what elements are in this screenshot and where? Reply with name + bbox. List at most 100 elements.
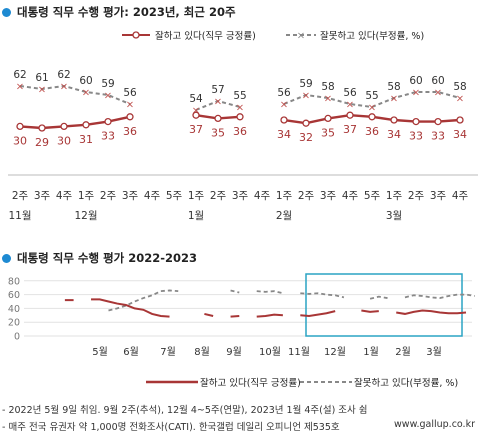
month-label: 2월 <box>276 210 292 222</box>
negative-value-label: 56 <box>277 87 291 99</box>
positive-line-segment <box>230 314 240 318</box>
positive-value-label: 31 <box>79 133 93 146</box>
positive-value-label: 35 <box>321 126 335 139</box>
negative-value-label: 59 <box>299 78 312 90</box>
positive-value-label: 32 <box>299 131 313 144</box>
negative-value-label: 58 <box>387 81 400 93</box>
negative-point: × <box>60 82 68 93</box>
x-tick-label: 4주 <box>452 190 469 202</box>
negative-point: × <box>192 106 200 117</box>
negative-point: × <box>16 82 24 93</box>
negative-line-segment <box>230 289 240 294</box>
chart2-title: 대통령 직무 수행 평가 2022-2023 <box>2 250 197 266</box>
positive-value-label: 30 <box>57 134 71 147</box>
negative-value-label: 62 <box>57 69 70 81</box>
positive-value-label: 35 <box>211 126 225 139</box>
positive-point <box>346 111 354 119</box>
positive-line-segment <box>204 312 214 317</box>
positive-value-label: 34 <box>453 128 467 141</box>
x-tick-label: 4주 <box>254 190 271 202</box>
negative-point: × <box>82 88 90 99</box>
negative-value-label: 60 <box>431 75 444 87</box>
positive-line-segment <box>396 309 467 315</box>
negative-value-label: 62 <box>13 69 26 81</box>
negative-point: × <box>434 88 442 99</box>
positive-point <box>280 116 288 124</box>
negative-point: × <box>456 94 464 105</box>
gallup-credit: www.gallup.co.kr <box>394 419 475 430</box>
positive-value-label: 36 <box>233 125 247 138</box>
positive-value-label: 33 <box>431 130 445 143</box>
positive-point <box>126 113 134 121</box>
positive-point <box>60 122 68 131</box>
x-tick-label: 3주 <box>122 190 139 202</box>
bullet-dot-icon <box>2 253 11 263</box>
negative-point: × <box>236 103 244 114</box>
footnote-2: - 매주 전국 유권자 약 1,000명 전화조사(CATI). 한국갤럽 데일… <box>2 422 340 433</box>
month-label: 12월 <box>324 346 346 358</box>
month-label: 3월 <box>386 210 402 222</box>
positive-point <box>16 122 24 131</box>
x-tick-label: 3주 <box>34 190 51 202</box>
positive-line-segment <box>19 115 131 130</box>
negative-value-label: 60 <box>409 75 422 87</box>
positive-point <box>390 116 398 124</box>
x-tick-label: 5주 <box>364 190 381 202</box>
negative-value-label: 58 <box>453 81 466 93</box>
chart1-title-text: 대통령 직무 수행 평가: 2023년, 최근 20주 <box>17 5 236 19</box>
negative-point: × <box>324 94 332 105</box>
positive-point <box>192 111 200 119</box>
negative-point: × <box>368 103 376 114</box>
x-tick-label: 2주 <box>210 190 227 202</box>
negative-value-label: 54 <box>189 93 203 105</box>
negative-point: × <box>346 100 354 111</box>
negative-point: × <box>412 88 420 99</box>
positive-point <box>82 121 90 129</box>
positive-value-label: 30 <box>13 134 27 147</box>
positive-line-segment <box>91 298 170 318</box>
month-label: 5월 <box>92 346 108 358</box>
x-tick-label: 2주 <box>408 190 425 202</box>
negative-point: × <box>38 85 46 96</box>
month-label: 6월 <box>123 346 139 358</box>
x-tick-label: 1주 <box>386 190 403 202</box>
negative-line-segment <box>369 295 388 300</box>
chart1-title: 대통령 직무 수행 평가: 2023년, 최근 20주 <box>2 4 236 20</box>
month-label: 1월 <box>363 346 379 358</box>
legend-negative-label: 잘못하고 있다(부정률, %) <box>320 30 424 42</box>
x-tick-label: 3주 <box>430 190 447 202</box>
x-tick-label: 4주 <box>342 190 359 202</box>
positive-line-segment <box>256 313 283 318</box>
negative-value-label: 55 <box>365 90 378 102</box>
negative-value-label: 56 <box>123 87 137 99</box>
legend-positive-marker <box>132 31 140 39</box>
x-tick-label: 4주 <box>144 190 161 202</box>
positive-value-label: 34 <box>387 128 401 141</box>
x-tick-label: 5주 <box>166 190 183 202</box>
y-tick-label: 80 <box>8 276 20 287</box>
positive-value-label: 33 <box>101 130 115 143</box>
positive-point <box>38 124 46 132</box>
x-tick-label: 1주 <box>276 190 293 202</box>
positive-value-label: 36 <box>365 125 379 138</box>
negative-line-segment <box>108 289 179 312</box>
month-label: 11월 <box>8 210 31 222</box>
x-tick-label: 2주 <box>100 190 117 202</box>
negative-point: × <box>302 91 310 102</box>
x-tick-label: 4주 <box>56 190 73 202</box>
highlight-box <box>305 273 463 337</box>
month-label: 11월 <box>288 346 310 358</box>
negative-line-segment <box>256 290 284 295</box>
legend-positive-label: 잘하고 있다(직무 긍정률) <box>155 30 256 42</box>
positive-line-segment <box>300 310 336 317</box>
positive-value-label: 36 <box>123 125 137 138</box>
y-tick-label: 40 <box>8 304 20 315</box>
positive-point <box>324 114 332 123</box>
y-tick-label: 0 <box>14 332 20 343</box>
negative-value-label: 55 <box>233 90 246 102</box>
negative-value-label: 57 <box>211 84 224 96</box>
month-label: 2월 <box>395 346 411 358</box>
negative-point: × <box>390 94 398 105</box>
negative-line-segment <box>283 91 461 109</box>
